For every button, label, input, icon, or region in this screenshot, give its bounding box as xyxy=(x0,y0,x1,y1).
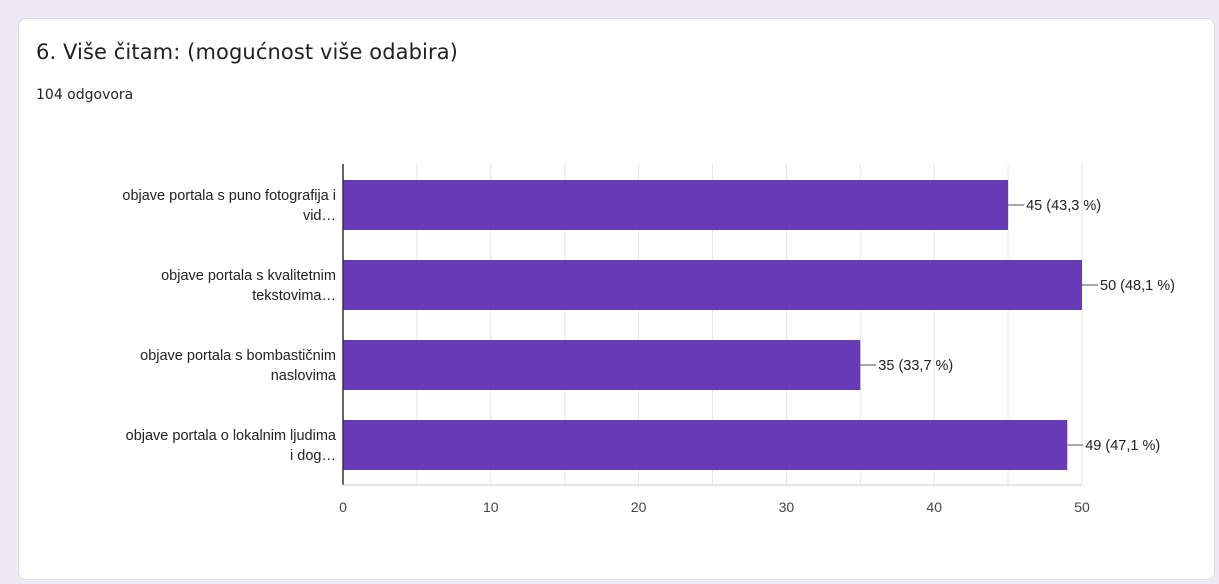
x-tick-label: 40 xyxy=(926,499,942,515)
question-title: 6. Više čitam: (mogućnost više odabira) xyxy=(36,40,458,64)
x-tick-label: 0 xyxy=(339,499,347,515)
x-tick-label: 30 xyxy=(779,499,795,515)
x-tick-label: 50 xyxy=(1074,499,1090,515)
bar xyxy=(343,420,1068,470)
response-count: 104 odgovora xyxy=(36,87,134,103)
category-label: objave portala s puno fotografija i xyxy=(122,188,336,204)
category-label: tekstovima… xyxy=(252,288,336,304)
category-label: i dog… xyxy=(290,448,336,464)
x-tick-label: 10 xyxy=(483,499,499,515)
category-label: naslovima xyxy=(271,368,337,384)
bar xyxy=(343,180,1009,230)
data-label: 35 (33,7 %) xyxy=(878,358,953,374)
category-label: objave portala s kvalitetnim xyxy=(161,268,336,284)
data-label: 49 (47,1 %) xyxy=(1085,438,1160,454)
bar xyxy=(343,340,861,390)
data-label: 50 (48,1 %) xyxy=(1100,278,1175,294)
category-label: objave portala o lokalnim ljudima xyxy=(126,428,337,444)
bar xyxy=(343,260,1082,310)
x-tick-label: 20 xyxy=(631,499,647,515)
category-label: objave portala s bombastičnim xyxy=(140,348,336,364)
data-label: 45 (43,3 %) xyxy=(1026,198,1101,214)
category-label: vid… xyxy=(303,208,336,224)
